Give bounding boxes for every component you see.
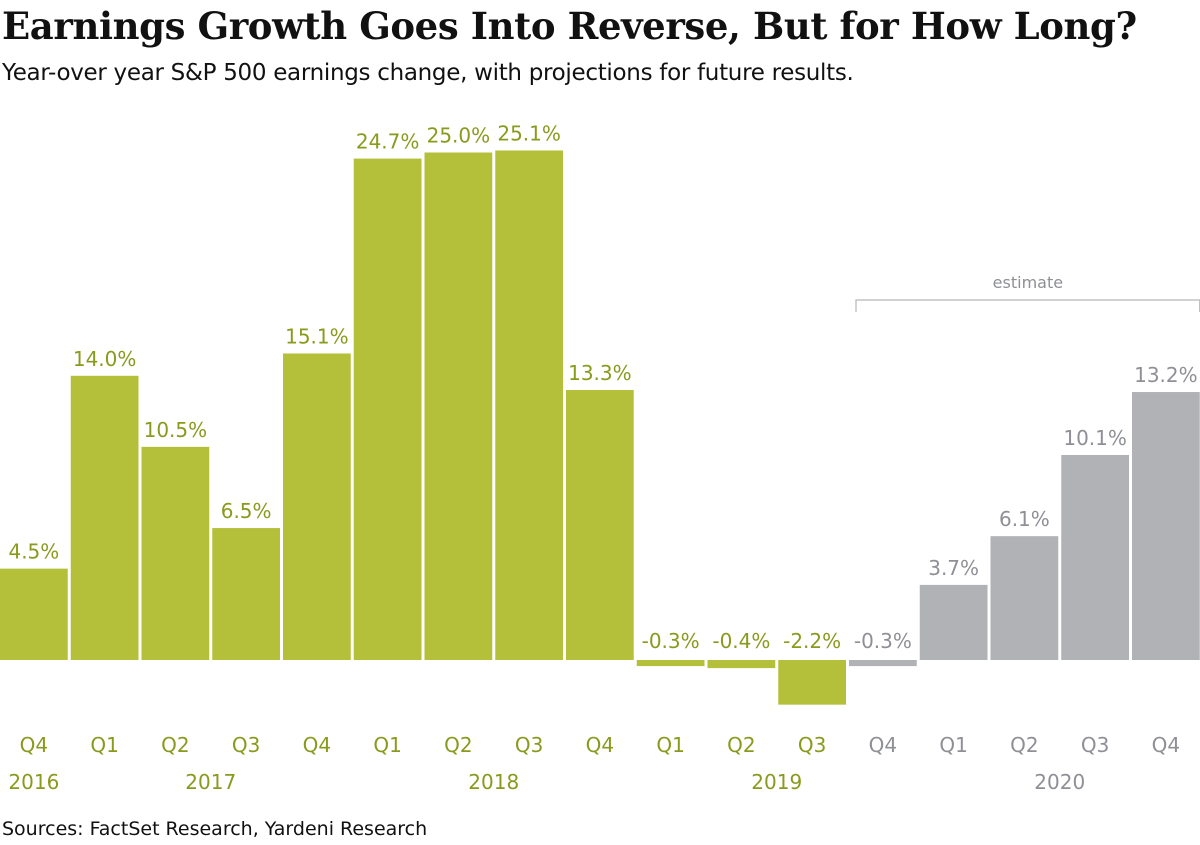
estimate-bracket	[855, 299, 1200, 312]
bar	[353, 158, 422, 660]
x-tick-label: Q3	[1081, 733, 1109, 757]
year-label: 2016	[8, 770, 59, 794]
x-tick-label: Q2	[161, 733, 189, 757]
bar	[566, 390, 634, 660]
x-tick-label: Q1	[373, 733, 401, 757]
x-tick-label: Q2	[1010, 733, 1038, 757]
year-label: 2019	[751, 770, 802, 794]
bar-value-label: 3.7%	[928, 556, 979, 580]
bar	[424, 152, 493, 660]
bar	[70, 375, 139, 660]
bar-value-label: 25.0%	[427, 124, 491, 148]
bar-value-label: -0.4%	[712, 629, 770, 653]
bar-value-label: 24.7%	[356, 130, 420, 154]
bar	[1132, 392, 1200, 660]
year-label: 2017	[185, 770, 236, 794]
bar-value-label: 6.1%	[999, 507, 1050, 531]
estimate-annotation: estimate	[993, 273, 1063, 292]
chart-source-note: Sources: FactSet Research, Yardeni Resea…	[2, 818, 428, 840]
year-label: 2020	[1034, 770, 1085, 794]
bar	[283, 353, 351, 660]
bar-value-label: 6.5%	[221, 499, 272, 523]
x-tick-label: Q1	[939, 733, 967, 757]
x-tick-label: Q3	[515, 733, 543, 757]
bar	[495, 150, 563, 660]
bar	[0, 568, 68, 660]
bar	[778, 660, 846, 705]
bar-value-label: 13.2%	[1134, 363, 1198, 387]
x-tick-label: Q4	[869, 733, 897, 757]
bar	[1061, 454, 1129, 660]
bar-value-label: 13.3%	[568, 361, 632, 385]
x-tick-label: Q4	[1152, 733, 1180, 757]
bar-value-label: -0.3%	[854, 629, 912, 653]
bar	[919, 584, 988, 660]
x-tick-label: Q2	[444, 733, 472, 757]
x-tick-label: Q1	[656, 733, 684, 757]
bar-value-label: 10.1%	[1063, 426, 1127, 450]
x-tick-label: Q1	[90, 733, 118, 757]
bar	[707, 660, 776, 669]
bar	[636, 660, 705, 667]
bar	[141, 446, 210, 660]
x-tick-label: Q4	[20, 733, 48, 757]
bar-value-label: 10.5%	[144, 418, 208, 442]
bar-value-label: 4.5%	[8, 540, 59, 564]
x-tick-label: Q2	[727, 733, 755, 757]
bar-value-label: 25.1%	[497, 121, 561, 145]
bar	[212, 528, 280, 660]
bar-value-label: 14.0%	[73, 347, 137, 371]
x-tick-label: Q4	[586, 733, 614, 757]
x-tick-label: Q3	[798, 733, 826, 757]
chart-subtitle: Year-over year S&P 500 earnings change, …	[2, 60, 854, 86]
x-tick-label: Q3	[232, 733, 260, 757]
chart-title: Earnings Growth Goes Into Reverse, But f…	[2, 4, 1137, 48]
bar-value-label: -2.2%	[783, 629, 841, 653]
year-label: 2018	[468, 770, 519, 794]
bar-value-label: 15.1%	[285, 324, 349, 348]
bar	[849, 660, 917, 667]
bar	[990, 536, 1059, 660]
x-tick-label: Q4	[303, 733, 331, 757]
bar-value-label: -0.3%	[642, 629, 700, 653]
